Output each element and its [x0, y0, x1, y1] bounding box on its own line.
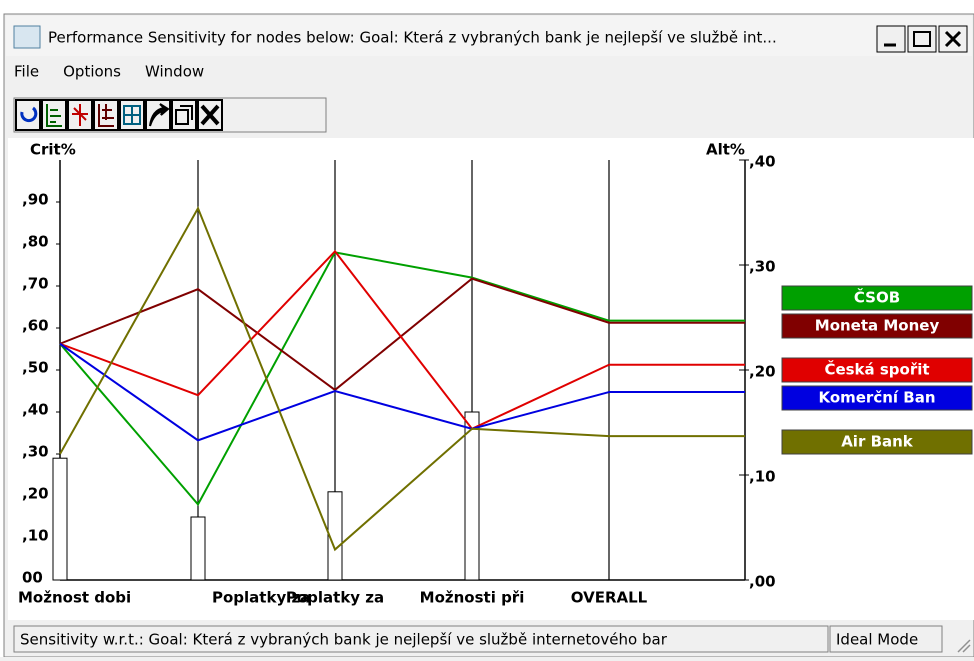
- series-line: [59, 342, 610, 442]
- app-icon: [13, 25, 41, 49]
- legend-label: Česká spořit: [824, 360, 929, 379]
- dynamic-button[interactable]: [41, 99, 67, 131]
- y-tick-label: ,40: [22, 401, 49, 419]
- series-line: [59, 205, 610, 552]
- y-tick-label: ,50: [22, 359, 49, 377]
- icon: [200, 104, 220, 126]
- x-tick-label: Poplatky za: [286, 589, 384, 607]
- close-view-button[interactable]: [197, 99, 223, 131]
- criterion-bar: [327, 491, 343, 581]
- legend-label: Air Bank: [841, 433, 914, 451]
- series-line: [59, 277, 610, 392]
- legend-swatch[interactable]: [781, 429, 973, 455]
- icon: [123, 105, 141, 125]
- icon: [20, 106, 38, 123]
- menu-item[interactable]: Options: [63, 63, 121, 81]
- x-tick-label: Možnosti při: [420, 589, 525, 607]
- y-tick-label: 00: [22, 569, 43, 587]
- y2-axis-label: Alt%: [706, 141, 745, 159]
- window-title: Performance Sensitivity for nodes below:…: [48, 29, 777, 47]
- menu-bar: File Options Window: [14, 63, 204, 81]
- series-line: [59, 249, 610, 431]
- legend-label: Moneta Money: [815, 317, 940, 335]
- icon: [913, 31, 931, 47]
- y-tick-label: ,70: [22, 275, 49, 293]
- toolbar-frame: [13, 97, 327, 133]
- y-tick-label: ,80: [22, 233, 49, 251]
- title-bar: [6, 16, 972, 56]
- criterion-bar: [464, 411, 480, 581]
- icon: [98, 104, 114, 127]
- minimize-button[interactable]: [876, 25, 906, 53]
- x-tick-label: Poplatky za: [212, 589, 310, 607]
- y-tick-label: ,90: [22, 191, 49, 209]
- x-tick-label: Možnost dobi: [18, 589, 131, 607]
- x-tick-label: OVERALL: [571, 589, 648, 607]
- y2-tick-label: ,40: [749, 153, 776, 171]
- y-tick-label: ,60: [22, 317, 49, 335]
- legend-label: ČSOB: [854, 288, 900, 307]
- export-button[interactable]: [145, 99, 171, 131]
- status-pane: [829, 625, 943, 653]
- legend-label: Komerční Ban: [818, 389, 935, 407]
- icon: [72, 104, 88, 126]
- chart: Crit% Alt% 00 ,10 ,20 ,30 ,40 ,50 ,60 ,70 ,80 ,90 ,0…: [18, 141, 973, 607]
- status-mode: Ideal Mode: [836, 631, 918, 649]
- y2-tick-label: ,00: [749, 573, 776, 591]
- criterion-bar: [52, 457, 68, 581]
- y-tick-label: ,20: [22, 485, 49, 503]
- copy-button[interactable]: [171, 99, 197, 131]
- icon: [175, 105, 193, 125]
- y2-tick-label: ,20: [749, 363, 776, 381]
- legend-swatch[interactable]: [781, 385, 973, 411]
- y-tick-label: ,10: [22, 527, 49, 545]
- y2-tick-label: ,10: [749, 468, 776, 486]
- maximize-button[interactable]: [907, 25, 937, 53]
- y-tick-label: ,30: [22, 443, 49, 461]
- criterion-bar: [190, 516, 206, 581]
- icon: [149, 103, 170, 127]
- status-pane: [13, 625, 829, 653]
- window-buttons[interactable]: [876, 25, 968, 53]
- icon: [944, 30, 962, 48]
- legend-swatch[interactable]: [781, 357, 973, 383]
- legend-swatch[interactable]: [781, 313, 973, 339]
- gradient-button[interactable]: [93, 99, 119, 131]
- status-text: Sensitivity w.r.t.: Goal: Která z vybran…: [20, 631, 668, 649]
- menu-item[interactable]: File: [14, 63, 39, 81]
- resize-grip: [957, 639, 971, 653]
- toolbar: [13, 97, 327, 133]
- icon: [46, 104, 62, 127]
- menu-item[interactable]: Window: [145, 63, 204, 81]
- refresh-button[interactable]: [15, 99, 41, 131]
- legend-swatch[interactable]: [781, 285, 973, 311]
- head-to-head-button[interactable]: [119, 99, 145, 131]
- y2-tick-label: ,30: [749, 258, 776, 276]
- performance-button[interactable]: [67, 99, 93, 131]
- y-axis-label: Crit%: [30, 141, 76, 159]
